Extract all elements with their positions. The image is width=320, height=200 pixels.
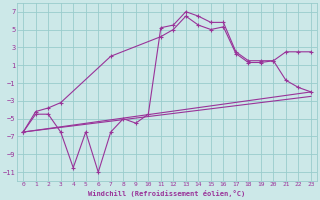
X-axis label: Windchill (Refroidissement éolien,°C): Windchill (Refroidissement éolien,°C) <box>88 190 246 197</box>
